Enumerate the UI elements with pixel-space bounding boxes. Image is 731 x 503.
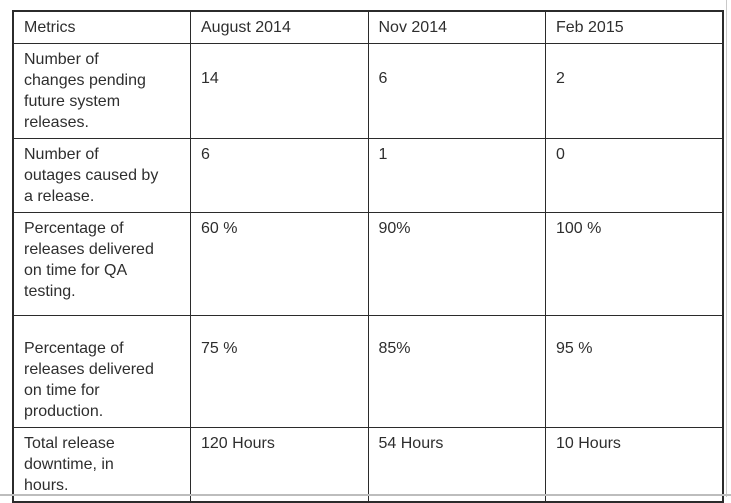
- metric-value: 6: [367, 43, 546, 139]
- metric-label: Percentage of releases delivered on time…: [12, 315, 191, 428]
- metric-label: Number of changes pending future system …: [12, 43, 191, 139]
- metric-value: 6: [190, 138, 369, 213]
- table-row-downtime: Total release downtime, in hours. 120 Ho…: [12, 427, 724, 503]
- metric-label: Percentage of releases delivered on time…: [12, 212, 191, 316]
- metric-value: 10 Hours: [545, 427, 724, 503]
- metric-value: 90%: [367, 212, 546, 316]
- image-edge-bottom: [0, 494, 731, 496]
- metric-label: Total release downtime, in hours.: [12, 427, 191, 503]
- metric-value: 0: [545, 138, 724, 213]
- metric-value: 60 %: [190, 212, 369, 316]
- table-row-outages: Number of outages caused by a release. 6…: [12, 138, 724, 213]
- metric-value: 75 %: [190, 315, 369, 428]
- table-row-qa-on-time: Percentage of releases delivered on time…: [12, 212, 724, 316]
- metric-value: 95 %: [545, 315, 724, 428]
- metrics-table: Metrics August 2014 Nov 2014 Feb 2015 Nu…: [12, 10, 724, 503]
- metric-value: 100 %: [545, 212, 724, 316]
- metric-value: 1: [367, 138, 546, 213]
- metric-value: 120 Hours: [190, 427, 369, 503]
- column-header-nov-2014: Nov 2014: [367, 10, 546, 44]
- metric-value: 14: [190, 43, 369, 139]
- column-header-feb-2015: Feb 2015: [545, 10, 724, 44]
- table-header-row: Metrics August 2014 Nov 2014 Feb 2015: [12, 10, 724, 44]
- table-row-changes-pending: Number of changes pending future system …: [12, 43, 724, 139]
- column-header-august-2014: August 2014: [190, 10, 369, 44]
- metric-value: 54 Hours: [367, 427, 546, 503]
- image-edge-right: [726, 0, 727, 497]
- metric-value: 2: [545, 43, 724, 139]
- metric-label: Number of outages caused by a release.: [12, 138, 191, 213]
- metric-value: 85%: [367, 315, 546, 428]
- table-row-production-on-time: Percentage of releases delivered on time…: [12, 315, 724, 428]
- column-header-metrics: Metrics: [12, 10, 191, 44]
